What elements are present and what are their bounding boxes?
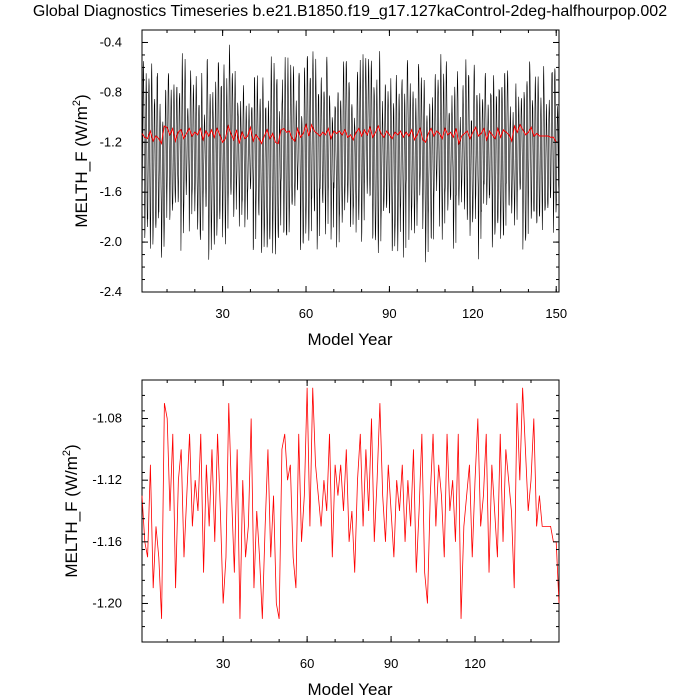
y-tick-label: -1.16 — [92, 534, 122, 549]
x-tick-label: 60 — [300, 656, 314, 671]
x-tick-label: 120 — [464, 656, 486, 671]
x-tick-label: 60 — [299, 306, 313, 321]
y-tick-label: -0.4 — [100, 34, 122, 49]
series-line-annual — [141, 122, 557, 146]
x-tick-label: 90 — [382, 306, 396, 321]
x-tick-label: 150 — [545, 306, 567, 321]
y-tick-label: -1.6 — [100, 184, 122, 199]
y-axis-title-tail: ) — [62, 444, 81, 450]
y-tick-label: -1.08 — [92, 411, 122, 426]
y-tick-label: -1.20 — [92, 595, 122, 610]
x-axis-title: Model Year — [307, 330, 392, 349]
series-layer — [141, 387, 560, 619]
y-axis-title: MELTH_F (W/m2) — [61, 444, 81, 577]
y-tick-label: -0.8 — [100, 84, 122, 99]
y-axis-title-tail: ) — [72, 94, 91, 100]
tick-layer: 30 60 90 120 -1.08 -1.12 -1.16 -1.20 — [92, 379, 560, 671]
series-line-annual — [141, 387, 560, 619]
x-axis-title: Model Year — [307, 680, 392, 699]
plot-frame — [141, 29, 560, 293]
y-axis-title: MELTH_F (W/m2) — [71, 94, 91, 227]
y-axis-title-main: MELTH_F (W/m — [72, 106, 91, 228]
y-tick-label: -1.2 — [100, 134, 122, 149]
top-panel: 30 60 90 120 150 -0.4 -0.8 -1.2 -1.6 -2.0 -2.4 Mod… — [71, 29, 567, 349]
x-tick-label: 90 — [384, 656, 398, 671]
y-axis-title-sup: 2 — [71, 100, 83, 106]
series-layer — [141, 44, 560, 263]
y-tick-label: -1.12 — [92, 472, 122, 487]
x-tick-label: 120 — [462, 306, 484, 321]
y-tick-label: -2.4 — [100, 284, 122, 299]
x-tick-label: 30 — [215, 306, 229, 321]
plot-frame — [141, 379, 560, 643]
bottom-panel: 30 60 90 120 -1.08 -1.12 -1.16 -1.20 Model Year… — [61, 379, 560, 699]
page-title: Global Diagnostics Timeseries b.e21.B185… — [32, 3, 668, 20]
y-axis-title-sup: 2 — [61, 450, 73, 456]
tick-layer: 30 60 90 120 150 -0.4 -0.8 -1.2 -1.6 -2.0 -2.4 — [100, 29, 567, 321]
y-axis-title-main: MELTH_F (W/m — [62, 456, 81, 578]
y-tick-label: -2.0 — [100, 234, 122, 249]
series-line-monthly — [141, 44, 560, 263]
x-tick-label: 30 — [216, 656, 230, 671]
